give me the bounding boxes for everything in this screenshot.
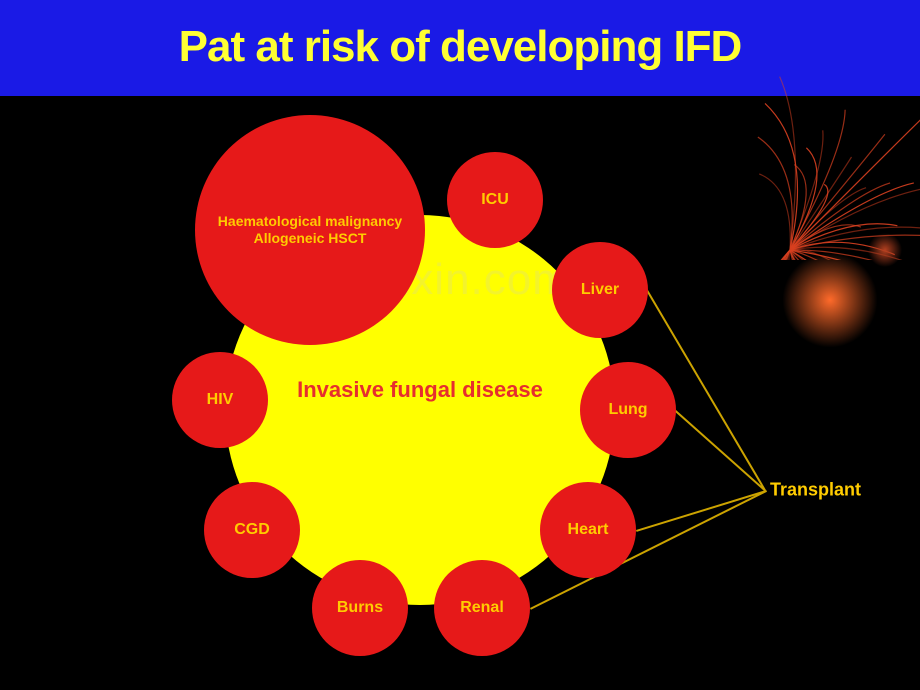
node-label-lung: Lung	[604, 396, 651, 424]
node-label-haem: Haematological malignancyAllogeneic HSCT	[214, 209, 406, 252]
node-heart: Heart	[540, 482, 636, 578]
node-label-cgd: CGD	[230, 516, 274, 544]
center-label: Invasive fungal disease	[297, 377, 543, 403]
node-icu: ICU	[447, 152, 543, 248]
flare-1	[865, 230, 905, 270]
connector-heart	[636, 490, 767, 532]
node-renal: Renal	[434, 560, 530, 656]
diagram-stage: www.zixin.com.cn Haematological malignan…	[0, 0, 920, 690]
connector-lung	[675, 410, 766, 491]
node-label-hiv: HIV	[203, 386, 238, 414]
node-lung: Lung	[580, 362, 676, 458]
node-haem: Haematological malignancyAllogeneic HSCT	[195, 115, 425, 345]
node-label-icu: ICU	[477, 186, 513, 214]
node-label-liver: Liver	[577, 276, 623, 304]
node-hiv: HIV	[172, 352, 268, 448]
node-burns: Burns	[312, 560, 408, 656]
node-liver: Liver	[552, 242, 648, 338]
node-label-renal: Renal	[456, 594, 508, 622]
node-label-burns: Burns	[333, 594, 387, 622]
node-cgd: CGD	[204, 482, 300, 578]
transplant-label: Transplant	[770, 480, 861, 501]
node-label-heart: Heart	[564, 516, 613, 544]
